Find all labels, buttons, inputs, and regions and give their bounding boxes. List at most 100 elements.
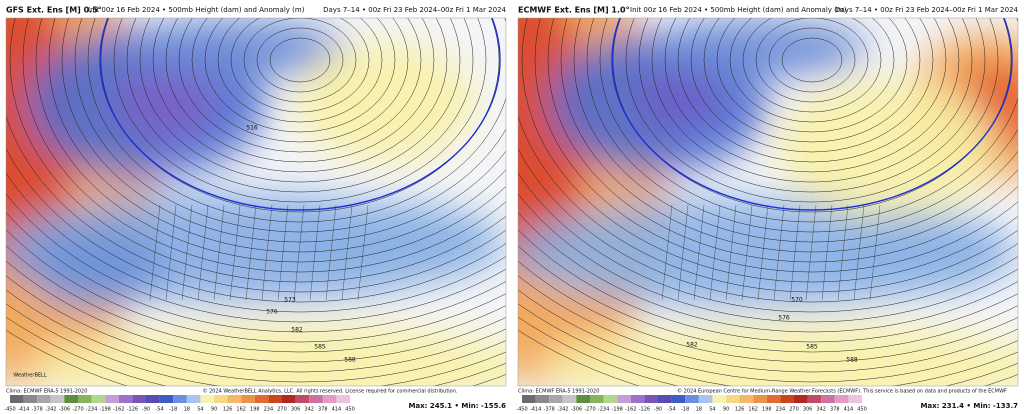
height-contour [230, 18, 370, 113]
colorbar-label: -54 [668, 407, 676, 413]
state-border [773, 204, 785, 301]
stats: Max: 245.1 • Min: -155.6 [408, 402, 506, 410]
contour-label: 570 [791, 297, 803, 304]
anomaly-field [518, 18, 1018, 386]
height-contour [547, 18, 1018, 263]
anomaly-blob [26, 228, 166, 308]
colorbar-label: -450 [4, 407, 15, 413]
contour-540 [611, 18, 1013, 211]
contour-label: 582 [686, 342, 698, 349]
colorbar-segment [834, 395, 849, 403]
height-contour [87, 18, 506, 223]
colorbar-segment [753, 395, 767, 403]
colorbar-segment [685, 395, 699, 403]
height-contour [165, 18, 435, 163]
colorbar-label: 378 [318, 407, 328, 413]
colorbar-label: 54 [197, 407, 203, 413]
colorbar-segment [214, 395, 228, 403]
colorbar-label: 90 [723, 407, 729, 413]
state-border [869, 204, 881, 301]
colorbar-segment [522, 395, 536, 403]
colorbar-label: -270 [584, 407, 595, 413]
height-contour [560, 18, 1018, 253]
map-frame [5, 17, 507, 387]
height-contour [35, 18, 506, 263]
colorbar-label: -198 [612, 407, 623, 413]
colorbar-segment [78, 395, 92, 403]
colorbar-label: 270 [789, 407, 799, 413]
colorbar-segment [322, 395, 337, 403]
colorbar-label: -234 [598, 407, 609, 413]
state-border [357, 204, 369, 301]
height-contour [9, 18, 506, 283]
height-contour [729, 18, 895, 123]
height-contour [664, 18, 960, 173]
height-contour [755, 18, 869, 103]
colorbar-segment [227, 395, 242, 403]
colorbar-segment [91, 395, 106, 403]
height-contour [191, 18, 409, 143]
height-contour [126, 18, 474, 193]
colorbar-segment [132, 395, 146, 403]
state-border [805, 204, 817, 301]
panel-valid: Days 7–14 • 00z Fri 23 Feb 2024–00z Fri … [323, 6, 506, 14]
height-contour [74, 18, 506, 233]
colorbar-segment [562, 395, 577, 403]
colorbar-segment [549, 395, 563, 403]
height-contour [586, 18, 1018, 233]
colorbar-segment [241, 395, 255, 403]
height-contour [518, 245, 1018, 353]
colorbar-label: -342 [45, 407, 56, 413]
height-contour [6, 115, 506, 293]
height-contour [518, 289, 1018, 383]
colorbar-label: -126 [127, 407, 138, 413]
colorbar-segment [794, 395, 808, 403]
colorbar-segment [848, 395, 862, 403]
colorbar-label: 450 [857, 407, 867, 413]
height-contour [612, 18, 1012, 213]
colorbar-segment [644, 395, 658, 403]
colorbar-segment [576, 395, 590, 403]
colorbar-segment [739, 395, 754, 403]
colorbar-label: 306 [803, 407, 813, 413]
height-contour [6, 229, 506, 343]
height-contour [178, 18, 422, 153]
colorbar-segment [64, 395, 78, 403]
state-border [165, 204, 177, 301]
colorbar-segment [726, 395, 740, 403]
colorbar-segment [671, 395, 686, 403]
height-contour [6, 245, 506, 353]
height-contour [6, 260, 506, 363]
colorbar-segment [336, 395, 350, 403]
colorbar-label: -126 [639, 407, 650, 413]
colorbar-label: 450 [345, 407, 355, 413]
state-border [725, 204, 737, 301]
colorbar-segment [590, 395, 604, 403]
colorbar-label: -306 [571, 407, 582, 413]
state-border [325, 204, 337, 301]
height-contour [518, 211, 1018, 333]
map-frame [517, 17, 1019, 387]
state-border [309, 204, 321, 301]
colorbar-label: 18 [184, 407, 190, 413]
colorbar-label: 126 [735, 407, 745, 413]
contour-540 [99, 18, 501, 211]
panel-model: ECMWF Ext. Ens [M] 1.0° [518, 6, 630, 15]
colorbar-label: 414 [332, 407, 342, 413]
colorbar-segment [37, 395, 51, 403]
height-contour [677, 18, 947, 163]
colorbar-label: 90 [211, 407, 217, 413]
height-contour [518, 172, 1018, 313]
colorbar-segment [254, 395, 269, 403]
credit: © 2024 European Centre for Medium-Range … [677, 388, 1007, 395]
height-contour [243, 18, 357, 103]
state-border [677, 204, 689, 301]
height-contour [518, 115, 1018, 293]
colorbar-segment [200, 395, 214, 403]
colorbar-label: -90 [654, 407, 662, 413]
colorbar-segment [807, 395, 822, 403]
contour-label: 588 [344, 357, 356, 364]
height-contour [690, 18, 934, 153]
anomaly-blob [286, 203, 506, 283]
